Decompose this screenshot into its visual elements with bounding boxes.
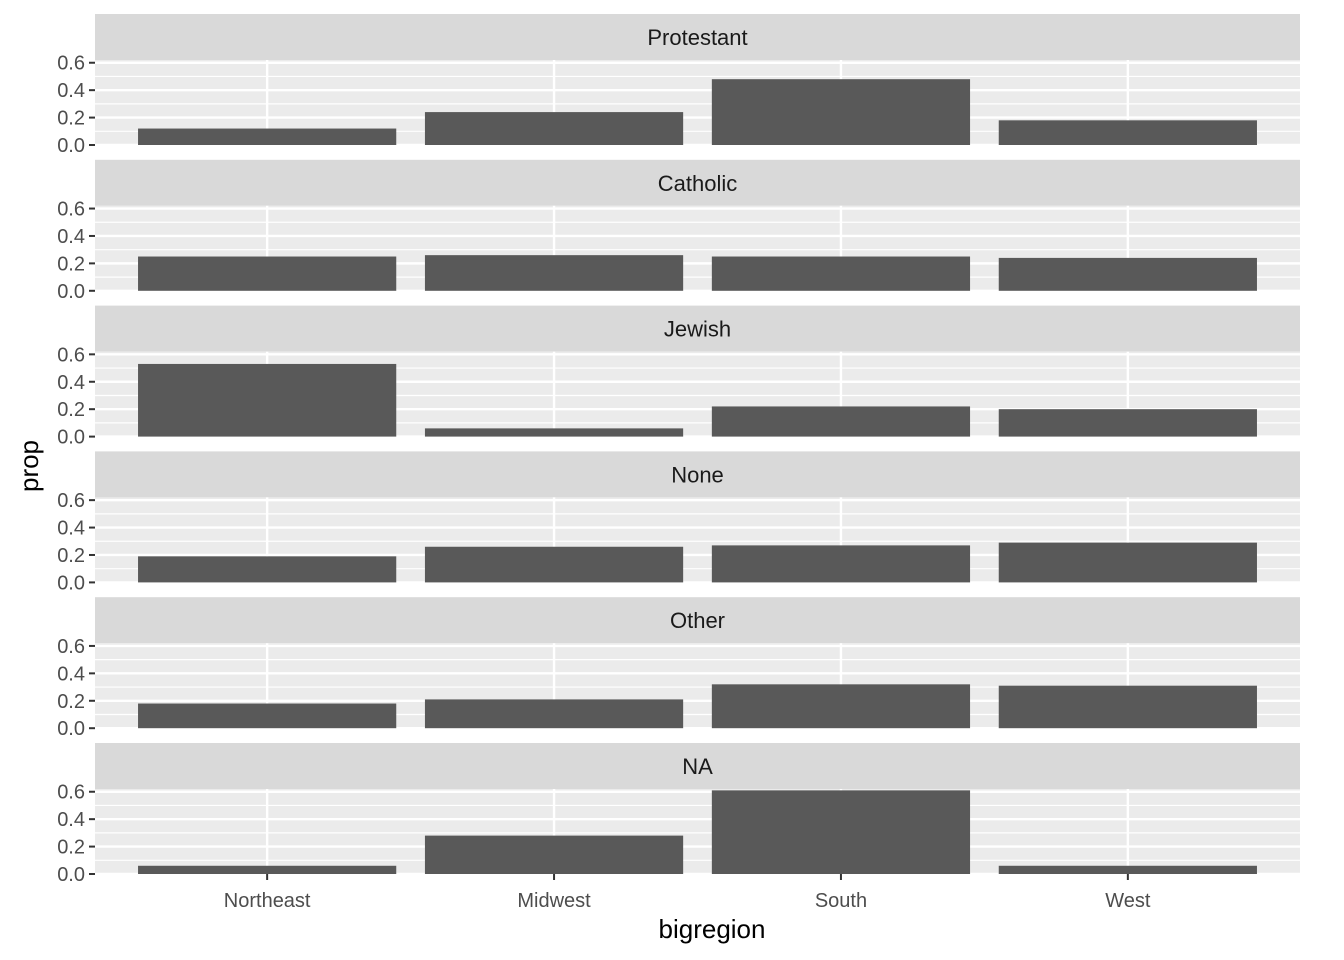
y-axis-title: prop	[14, 440, 44, 492]
y-tick-label: 0.2	[57, 108, 85, 130]
y-tick-label: 0.6	[57, 782, 85, 804]
bar-northeast	[138, 865, 397, 874]
y-tick-label: 0.0	[57, 572, 85, 594]
bar-west	[998, 120, 1257, 145]
y-tick-label: 0.4	[57, 663, 85, 685]
facet-strip	[95, 159, 1300, 206]
bar-midwest	[424, 112, 684, 145]
facet-strip-label: Jewish	[664, 317, 731, 342]
y-tick-label: 0.2	[57, 545, 85, 567]
facet-jewish: Jewish 0.0 0.2 0.4 0.6	[57, 305, 1300, 449]
x-tick-label: West	[1105, 890, 1151, 912]
y-tick-label: 0.4	[57, 809, 85, 831]
facet-other: Other 0.0 0.2 0.4 0.6	[57, 597, 1300, 740]
bar-midwest	[424, 546, 684, 583]
y-tick-label: 0.4	[57, 80, 85, 102]
bar-west	[998, 542, 1257, 583]
bar-northeast	[138, 363, 397, 437]
y-tick-label: 0.0	[57, 281, 85, 303]
y-tick-label: 0.2	[57, 837, 85, 859]
y-tick-label: 0.2	[57, 399, 85, 421]
facet-catholic: Catholic 0.0 0.2 0.4 0.6	[57, 159, 1300, 303]
bar-midwest	[424, 699, 684, 729]
bar-northeast	[138, 256, 397, 291]
bar-west	[998, 685, 1257, 729]
facet-panels: Protestant 0.0 0.2 0.4 0.6 Catholic 0.0 0.2 0.4 0…	[57, 14, 1300, 886]
y-tick-label: 0.0	[57, 427, 85, 449]
bar-south	[711, 545, 971, 583]
bar-west	[998, 865, 1257, 874]
x-tick-label: South	[815, 890, 867, 912]
y-tick-label: 0.0	[57, 718, 85, 740]
x-tick-label: Northeast	[224, 890, 311, 912]
y-tick-label: 0.0	[57, 864, 85, 886]
y-tick-label: 0.6	[57, 636, 85, 658]
bar-northeast	[138, 556, 397, 583]
bar-south	[711, 684, 971, 729]
facet-strip-label: Catholic	[658, 171, 737, 196]
facet-strip	[95, 451, 1300, 498]
bar-northeast	[138, 128, 397, 145]
bar-south	[711, 406, 971, 437]
facet-strip-label: None	[671, 462, 724, 487]
bar-midwest	[424, 428, 684, 437]
bar-northeast	[138, 703, 397, 729]
facet-strip	[95, 305, 1300, 352]
facet-strip	[95, 14, 1300, 60]
panel-background	[95, 789, 1300, 874]
facet-strip-label: NA	[682, 754, 713, 779]
bar-south	[711, 79, 971, 145]
y-tick-label: 0.6	[57, 53, 85, 75]
y-tick-label: 0.2	[57, 253, 85, 275]
bar-midwest	[424, 835, 684, 874]
x-axis: Northeast Midwest South West	[224, 874, 1151, 912]
bar-midwest	[424, 255, 684, 291]
x-axis-title: bigregion	[659, 914, 766, 944]
facet-na: NA 0.0 0.2 0.4 0.6	[57, 743, 1300, 886]
facet-strip	[95, 597, 1300, 644]
facet-strip	[95, 743, 1300, 789]
bar-west	[998, 409, 1257, 437]
y-tick-label: 0.4	[57, 372, 85, 394]
facet-strip-label: Other	[670, 608, 725, 633]
bar-south	[711, 790, 971, 874]
y-tick-label: 0.4	[57, 226, 85, 248]
bar-west	[998, 257, 1257, 291]
y-tick-label: 0.6	[57, 199, 85, 221]
facet-strip-label: Protestant	[647, 25, 747, 50]
y-tick-label: 0.4	[57, 518, 85, 540]
y-tick-label: 0.6	[57, 490, 85, 512]
y-tick-label: 0.6	[57, 344, 85, 366]
y-tick-label: 0.0	[57, 135, 85, 157]
facet-none: None 0.0 0.2 0.4 0.6	[57, 451, 1300, 594]
bar-south	[711, 256, 971, 291]
facet-protestant: Protestant 0.0 0.2 0.4 0.6	[57, 14, 1300, 157]
x-tick-label: Midwest	[517, 890, 591, 912]
y-tick-label: 0.2	[57, 691, 85, 713]
